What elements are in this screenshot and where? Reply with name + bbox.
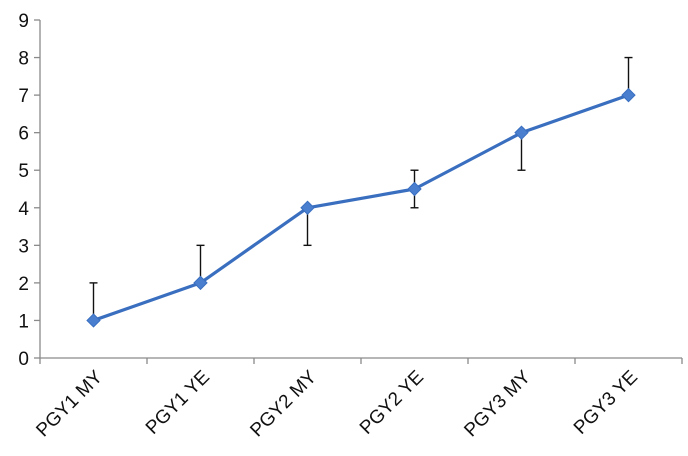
y-tick-label: 7: [18, 86, 29, 107]
y-tick-label: 6: [18, 124, 29, 145]
y-tick-label: 1: [18, 311, 29, 332]
data-point-marker: [514, 125, 529, 140]
data-point-marker: [193, 275, 208, 291]
y-axis: 0 1 2 3 4 5 6 7 8 9: [18, 11, 41, 370]
data-point-marker: [300, 200, 315, 215]
series-line: [91, 93, 631, 323]
x-tick-label: PGY2 MY: [246, 366, 321, 441]
data-point-marker: [86, 313, 101, 328]
y-tick-label: 8: [18, 49, 29, 70]
y-tick-label: 9: [18, 11, 29, 32]
data-series: [86, 87, 636, 328]
data-point-marker: [621, 87, 636, 103]
y-tick-label: 3: [18, 236, 29, 257]
x-axis: PGY1 MY PGY1 YE PGY2 MY PGY2 YE PGY3 MY PGY3 …: [32, 357, 683, 441]
y-tick-label: 5: [18, 161, 29, 182]
x-tick-label: PGY3 YE: [570, 367, 642, 439]
x-tick-label: PGY1 MY: [32, 366, 107, 441]
error-bars: [89, 56, 633, 321]
x-tick-label: PGY2 YE: [356, 367, 428, 439]
data-point-marker: [407, 181, 422, 197]
x-tick-label: PGY1 YE: [142, 367, 214, 439]
y-tick-label: 0: [18, 349, 29, 370]
y-tick-label: 2: [18, 274, 29, 295]
x-tick-label: PGY3 MY: [460, 366, 535, 441]
y-tick-label: 4: [18, 199, 29, 220]
